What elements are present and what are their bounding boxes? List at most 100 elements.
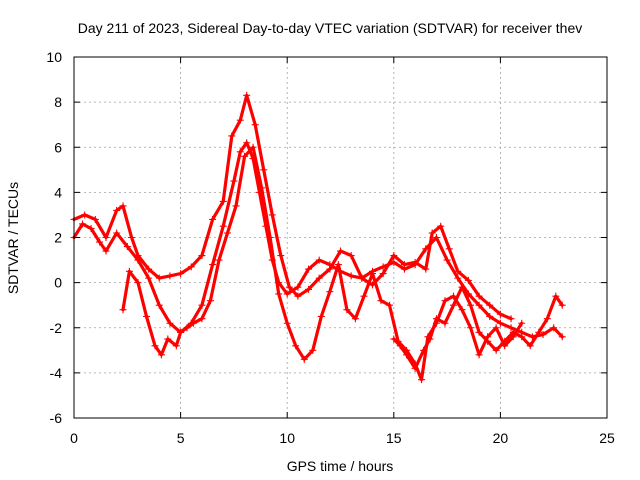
data-point: [337, 247, 344, 255]
y-tick-label: 10: [46, 49, 62, 65]
data-point: [300, 355, 308, 363]
y-tick-label: 8: [54, 94, 62, 110]
x-tick-label: 0: [70, 430, 78, 446]
data-point: [164, 335, 172, 343]
data-point: [241, 152, 249, 160]
data-point: [386, 301, 394, 309]
data-point: [232, 202, 240, 210]
data-point: [518, 333, 526, 341]
data-point: [79, 220, 87, 228]
data-point: [198, 301, 206, 309]
data-point: [113, 206, 121, 214]
data-point: [206, 297, 214, 305]
data-point: [390, 335, 398, 343]
data-point: [198, 252, 206, 260]
data-point: [379, 270, 387, 278]
data-point: [492, 324, 500, 332]
data-point: [266, 234, 274, 241]
data-point: [145, 265, 153, 273]
data-point: [326, 265, 334, 273]
data-point: [268, 211, 276, 219]
data-point: [209, 261, 217, 269]
data-point: [326, 288, 334, 296]
data-point: [224, 229, 232, 237]
data-point: [243, 91, 251, 99]
data-point: [305, 285, 313, 293]
data-point: [449, 292, 457, 300]
data-point: [445, 245, 453, 253]
data-point: [134, 252, 142, 260]
data-point: [155, 274, 163, 282]
data-point: [128, 234, 136, 241]
data-point: [189, 319, 197, 327]
data-point: [317, 312, 325, 320]
series-line: [72, 93, 513, 321]
y-tick-label: 2: [54, 230, 62, 246]
data-point: [294, 292, 302, 300]
data-point: [228, 132, 236, 140]
data-point: [358, 274, 366, 282]
chart-title: Day 211 of 2023, Sidereal Day-to-day VTE…: [78, 20, 582, 36]
axis-ticks: 0 5 10 15 20 25 -6 -4 -2 0 2 4 6 8 10: [46, 49, 615, 446]
data-point: [172, 342, 180, 350]
data-point: [403, 351, 411, 359]
data-point: [87, 224, 95, 232]
data-point: [535, 328, 543, 336]
data-point: [422, 265, 430, 273]
data-point: [437, 222, 445, 230]
data-point: [315, 274, 323, 282]
data-point: [458, 283, 466, 291]
data-point: [215, 256, 223, 264]
data-point: [496, 310, 504, 318]
data-point: [283, 319, 291, 327]
data-point: [294, 283, 302, 291]
data-point: [518, 319, 526, 327]
data-point: [411, 258, 419, 266]
data-point: [467, 301, 475, 309]
data-point: [292, 342, 300, 350]
data-point: [558, 333, 566, 341]
y-axis-label: SDTVAR / TECUs: [5, 182, 21, 294]
data-point: [209, 215, 217, 223]
data-point: [334, 261, 342, 269]
series-lower-branch: [119, 143, 526, 384]
data-point: [81, 211, 89, 219]
data-point: [454, 267, 462, 275]
y-tick-label: -4: [50, 365, 63, 381]
data-point: [151, 342, 159, 350]
data-point: [260, 166, 268, 174]
data-point: [134, 279, 142, 287]
data-point: [119, 202, 127, 210]
data-point: [443, 256, 451, 264]
data-point: [492, 346, 500, 354]
data-point: [145, 274, 153, 282]
data-point: [119, 306, 127, 314]
data-point: [396, 342, 404, 350]
data-point: [249, 143, 257, 151]
data-point: [343, 306, 351, 314]
data-point: [243, 139, 251, 147]
data-point: [230, 177, 238, 185]
data-point: [539, 331, 547, 339]
data-point: [102, 247, 110, 255]
data-point: [123, 243, 131, 251]
data-point: [142, 312, 150, 320]
data-point: [309, 346, 317, 354]
data-point: [507, 324, 515, 332]
data-point: [458, 306, 466, 314]
data-point: [550, 324, 558, 332]
data-point: [157, 351, 165, 359]
y-tick-label: 0: [54, 275, 62, 291]
data-point: [420, 346, 428, 354]
x-tick-label: 25: [599, 430, 615, 446]
data-point: [543, 315, 551, 323]
y-tick-label: 6: [54, 139, 62, 155]
data-point: [315, 256, 323, 264]
data-point: [432, 234, 440, 241]
data-point: [251, 121, 259, 129]
data-point: [96, 238, 104, 246]
x-tick-label: 20: [493, 430, 509, 446]
data-point: [347, 252, 355, 260]
data-point: [187, 263, 195, 271]
data-point: [198, 315, 206, 323]
